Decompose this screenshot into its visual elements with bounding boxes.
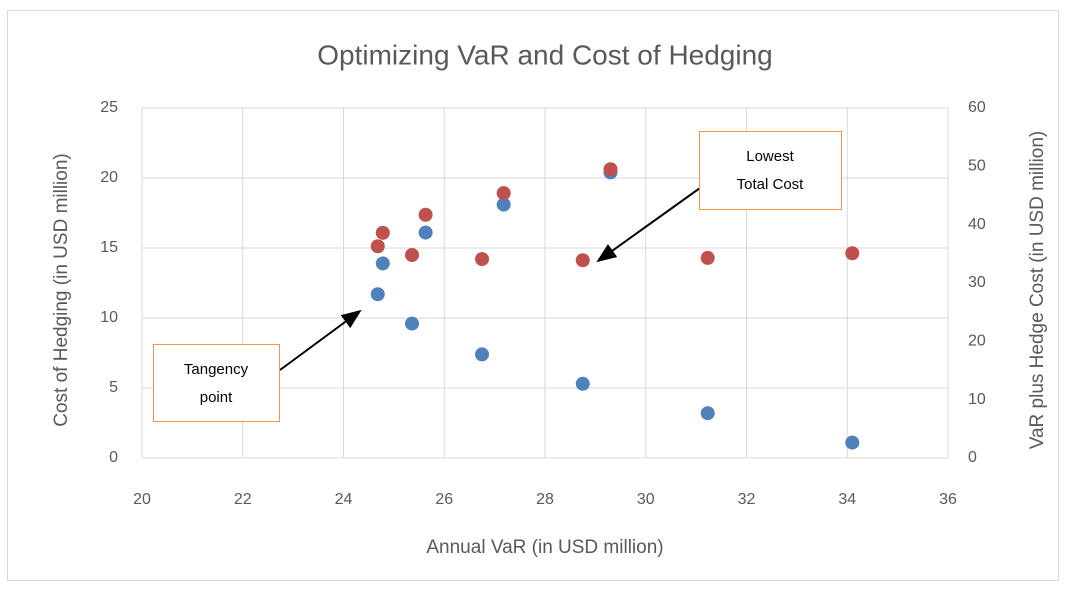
point <box>370 287 385 302</box>
annotation-text: Total Cost <box>737 176 805 193</box>
point <box>603 162 618 177</box>
annotation-box <box>153 344 280 422</box>
x-tick-label: 36 <box>939 491 957 508</box>
point <box>475 252 490 267</box>
y2-tick-label: 10 <box>968 391 986 408</box>
y2-tick-label: 40 <box>968 216 986 233</box>
y2-tick-label: 0 <box>968 449 977 466</box>
chart-title: Optimizing VaR and Cost of Hedging <box>317 39 773 70</box>
y2-tick-label: 30 <box>968 274 986 291</box>
point <box>700 250 715 265</box>
point <box>845 435 860 450</box>
annotation-text: Tangency <box>184 361 249 378</box>
y-tick-label: 5 <box>109 379 118 396</box>
grid: 20 22 24 26 28 30 32 34 36 0 5 10 15 20 25 0 10 20 30 40 50 6… <box>100 99 986 508</box>
chart-frame <box>7 10 1059 581</box>
y-tick-label: 15 <box>100 239 118 256</box>
point <box>575 253 590 268</box>
x-axis-title: Annual VaR (in USD million) <box>426 537 663 558</box>
marks <box>370 162 860 450</box>
point <box>375 256 390 271</box>
point <box>405 248 420 262</box>
annotation-text: point <box>200 389 233 406</box>
x-tick-label: 20 <box>133 491 151 508</box>
point <box>405 316 420 331</box>
x-tick-label: 30 <box>637 491 655 508</box>
point <box>845 246 860 261</box>
point <box>496 197 511 212</box>
arrow <box>279 309 362 371</box>
x-tick-label: 28 <box>536 491 554 508</box>
x-tick-label: 22 <box>234 491 252 508</box>
y-tick-label: 25 <box>100 99 118 116</box>
y2-tick-label: 60 <box>968 99 986 116</box>
point <box>496 186 511 201</box>
point <box>370 239 385 254</box>
y2-tick-label: 50 <box>968 158 986 175</box>
point <box>418 207 433 222</box>
y-axis-title: Cost of Hedging (in USD million) <box>51 153 72 427</box>
x-tick-label: 26 <box>435 491 453 508</box>
x-tick-label: 24 <box>335 491 353 508</box>
point <box>575 376 590 391</box>
annotation-box <box>699 131 842 210</box>
point <box>418 225 433 240</box>
y2-tick-label: 20 <box>968 333 986 350</box>
point <box>375 225 390 240</box>
point <box>475 347 490 362</box>
x-tick-label: 32 <box>738 491 756 508</box>
point <box>700 406 715 421</box>
y2-axis-title: VaR plus Hedge Cost (in USD million) <box>1027 131 1048 450</box>
arrow <box>596 187 701 263</box>
x-tick-label: 34 <box>838 491 856 508</box>
annotation-text: Lowest <box>746 148 794 165</box>
y-tick-label: 0 <box>109 449 118 466</box>
y-tick-label: 20 <box>100 169 118 186</box>
y-tick-label: 10 <box>100 309 118 326</box>
